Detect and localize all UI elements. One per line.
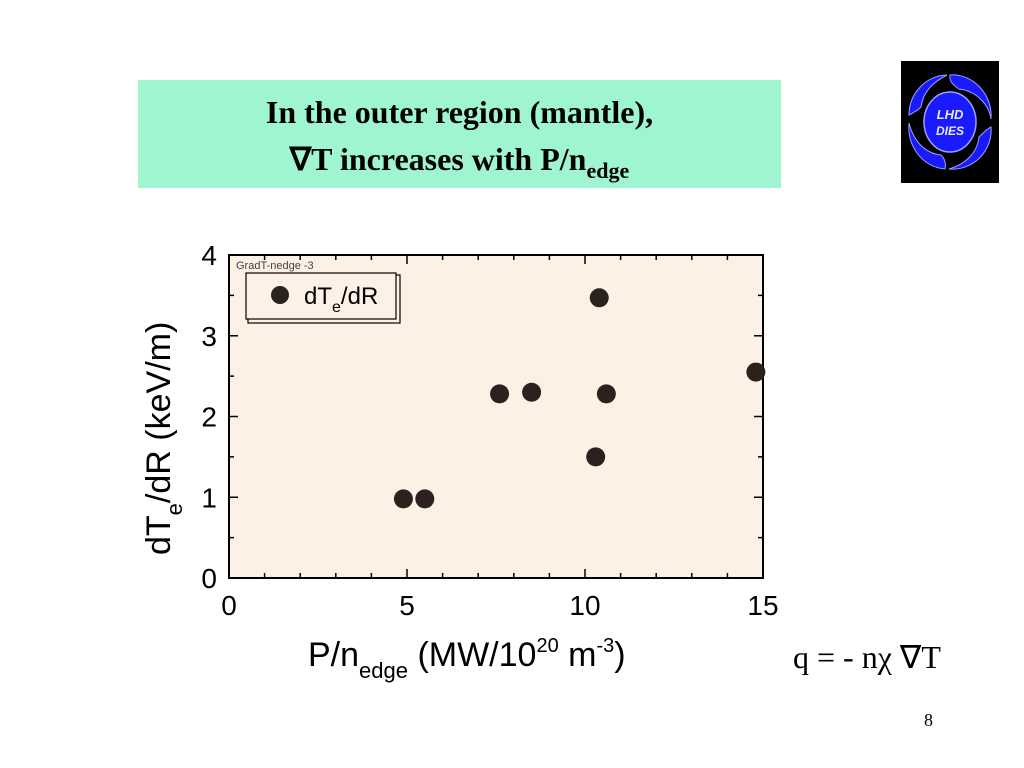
legend-label-post: /dR (341, 283, 378, 310)
data-point (586, 447, 606, 467)
y-tick-labels: 0 1 2 3 4 (201, 240, 217, 594)
xlabel-end: ) (614, 636, 625, 674)
legend-label-sub: e (332, 299, 341, 316)
y-tick-label: 0 (201, 563, 217, 594)
x-tick-label: 10 (569, 590, 600, 621)
page-number: 8 (924, 710, 933, 730)
xlabel-sup1: 20 (536, 635, 558, 657)
x-tick-label: 15 (747, 590, 778, 621)
y-tick-label: 2 (201, 402, 217, 433)
ylabel-sub: e (162, 503, 187, 515)
ylabel-pre: dT (140, 515, 178, 555)
legend-label-pre: dT (304, 283, 332, 310)
data-points (393, 288, 766, 509)
data-point (589, 288, 609, 308)
data-point (490, 384, 510, 404)
data-point (522, 382, 542, 402)
data-point (746, 362, 766, 382)
title-line-2-main: ∇T increases with P/n (289, 141, 587, 177)
y-tick-label: 4 (201, 240, 217, 271)
xlabel-mid: (MW/10 (408, 636, 536, 674)
lhd-logo: LHD DIES (901, 61, 999, 183)
x-tick-label: 0 (221, 590, 237, 621)
y-axis-label: dTe/dR (keV/m) (140, 322, 187, 555)
data-point (393, 489, 413, 509)
legend-label: dTe/dR (304, 283, 378, 316)
legend-marker (271, 286, 289, 304)
legend-frame (245, 272, 397, 320)
title-line-1: In the outer region (mantle), (265, 94, 654, 130)
lhd-logo-graphic: LHD DIES (908, 74, 992, 170)
legend: dTe/dR (245, 272, 401, 324)
xlabel-post: m (559, 636, 597, 674)
y-tick-label: 3 (201, 321, 217, 352)
x-axis-label: P/nedge (MW/1020 m-3) (308, 635, 626, 683)
logo-text-bottom: DIES (936, 124, 964, 138)
logo-swirl (908, 74, 992, 170)
title-line-2-sub: edge (586, 158, 630, 183)
ylabel-post: /dR (keV/m) (140, 322, 178, 503)
plot-label: GradT-nedge -3 (236, 260, 314, 272)
y-tick-label: 1 (201, 482, 217, 513)
xlabel-pre: P/n (308, 636, 359, 674)
data-point (596, 384, 616, 404)
logo-text-top: LHD (937, 107, 964, 122)
formula: q = - nχ ∇T (793, 639, 941, 675)
xlabel-sub: edge (359, 658, 408, 683)
title-banner: In the outer region (mantle), ∇T increas… (138, 80, 781, 188)
x-tick-labels: 0 5 10 15 (221, 590, 778, 621)
title-line-2: ∇T increases with P/nedge (138, 140, 781, 184)
data-point (415, 489, 435, 509)
x-tick-label: 5 (399, 590, 415, 621)
xlabel-sup2: -3 (596, 635, 614, 657)
